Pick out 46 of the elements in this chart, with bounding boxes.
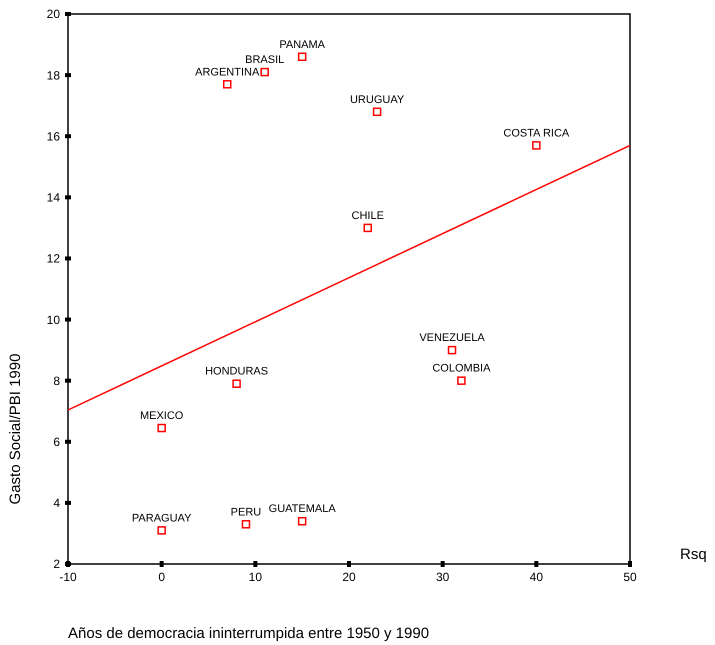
point — [363, 224, 372, 232]
annotation: MEXICO — [140, 410, 184, 422]
x-axis-title: Años de democracia ininterrumpida entre 1950 y 1990 — [68, 625, 430, 642]
y-tick-label: 12 — [46, 252, 60, 266]
point — [157, 424, 166, 432]
point — [298, 52, 306, 62]
annotation: HONDURAS — [205, 366, 268, 378]
x-tick-label: -10 — [59, 570, 77, 584]
point — [260, 68, 269, 76]
x-tick-label: 30 — [436, 570, 450, 584]
text: Rsq — [680, 546, 707, 563]
point — [157, 526, 166, 535]
y-tick-label: 10 — [46, 312, 60, 327]
annotation: GUATEMALA — [268, 503, 336, 516]
point — [222, 80, 232, 89]
x-tick-label: 50 — [623, 570, 637, 584]
point — [457, 376, 466, 385]
y-tick-label: 4 — [53, 496, 60, 510]
annotation: URUGUAY — [350, 94, 405, 106]
y-tick-label: 16 — [46, 129, 60, 144]
annotation: PERU — [230, 506, 262, 518]
point — [298, 516, 306, 526]
annotation: ARGENTINA — [195, 66, 260, 78]
point — [232, 379, 241, 388]
annotation: PANAMA — [279, 38, 326, 51]
point — [242, 520, 250, 529]
annotation: BRASIL — [245, 54, 284, 66]
point — [448, 346, 456, 354]
x-tick-label: 0 — [158, 570, 166, 584]
annotation: COLOMBIA — [432, 362, 492, 375]
annotation: VENEZUELA — [419, 332, 486, 344]
x-tick-label: 20 — [342, 570, 356, 584]
y-tick-label: 6 — [53, 434, 60, 449]
point — [532, 141, 541, 150]
y-tick-label: 18 — [46, 68, 60, 82]
annotation: COSTA RICA — [503, 127, 570, 140]
y-tick-label: 2 — [53, 557, 60, 572]
y-tick-label: 20 — [46, 7, 60, 22]
x-tick-label: 10 — [248, 570, 262, 584]
y-axis-title: Gasto Social/PBI 1990 — [7, 354, 24, 504]
y-tick-label: 8 — [53, 374, 60, 388]
annotation: PARAGUAY — [132, 512, 192, 524]
point — [372, 108, 382, 116]
x-tick-label: 40 — [530, 570, 544, 584]
annotation: CHILE — [352, 210, 384, 222]
y-tick-label: 14 — [46, 190, 60, 205]
